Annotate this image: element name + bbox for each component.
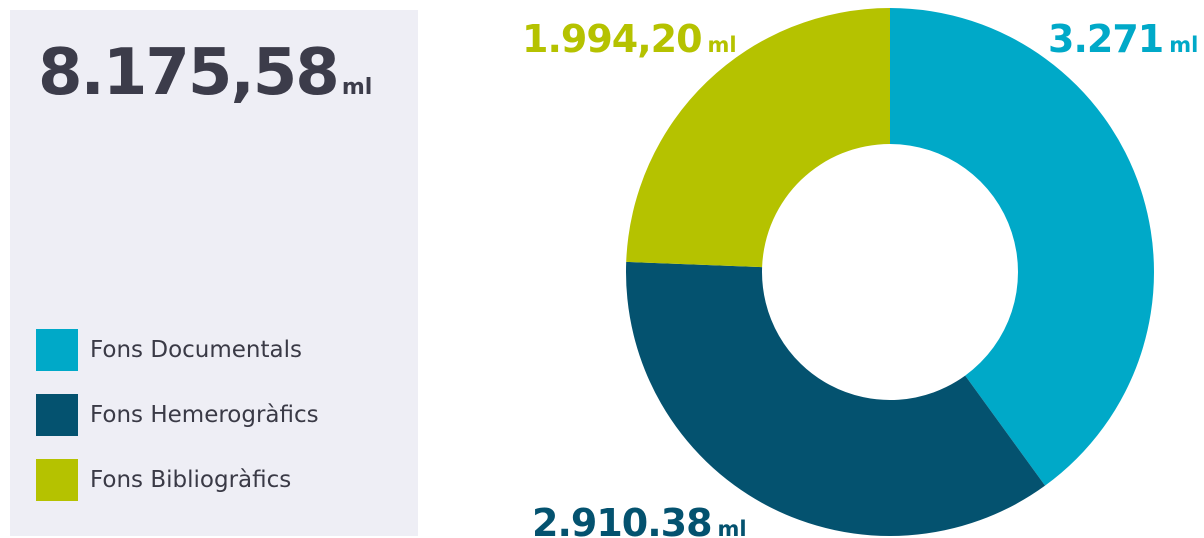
legend-item-bibliografics: Fons Bibliogràfics: [36, 458, 319, 502]
legend-label-bibliografics: Fons Bibliogràfics: [90, 467, 292, 493]
legend-item-hemerografics: Fons Hemerogràfics: [36, 393, 319, 437]
legend-swatch-bibliografics: [36, 459, 78, 501]
value-label-hemerografics: 2.910.38 ml: [532, 501, 747, 538]
value-label-bibliografics: 1.994,20 ml: [522, 17, 737, 61]
legend-label-hemerografics: Fons Hemerogràfics: [90, 402, 319, 428]
summary-panel: 8.175,58 ml Fons Documentals Fons Hemerog…: [10, 10, 418, 536]
legend-swatch-hemerografics: [36, 394, 78, 436]
donut-slice-hemerografics: [626, 261, 1046, 536]
legend-swatch-documentals: [36, 329, 78, 371]
total-volume: 8.175,58 ml: [38, 36, 372, 110]
chart-legend: Fons Documentals Fons Hemerogràfics Fons…: [36, 328, 319, 523]
donut-slice-bibliografics: [626, 8, 890, 268]
value-label-documentals: 3.271 ml: [1048, 17, 1198, 61]
legend-label-documentals: Fons Documentals: [90, 337, 302, 363]
legend-item-documentals: Fons Documentals: [36, 328, 319, 372]
donut-slice-documentals: [890, 8, 1155, 486]
total-value: 8.175,58: [38, 36, 340, 110]
total-unit: ml: [341, 75, 373, 100]
